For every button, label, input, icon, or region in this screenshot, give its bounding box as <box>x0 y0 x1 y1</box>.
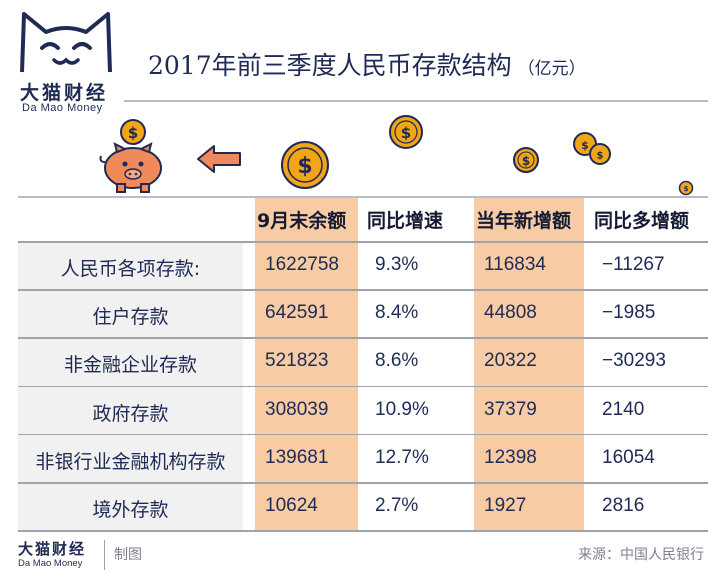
dollar-coin-icon: $ <box>280 140 330 195</box>
highlight-column <box>474 196 584 530</box>
row-label: 政府存款 <box>92 402 169 425</box>
row-label: 住户存款 <box>92 306 169 329</box>
svg-text:$: $ <box>581 139 589 152</box>
table-cell: 16054 <box>602 446 655 468</box>
dollar-coin-icon: $ <box>512 146 540 179</box>
svg-text:$: $ <box>401 124 411 142</box>
table-cell: 9.3% <box>375 254 419 275</box>
title-divider <box>124 100 708 102</box>
table-cell: −1985 <box>602 302 656 324</box>
table-cell: 1622758 <box>265 254 339 275</box>
table-cell: 12.7% <box>375 446 429 468</box>
row-label-background <box>18 435 243 482</box>
svg-text:$: $ <box>684 185 689 193</box>
row-divider <box>18 289 708 291</box>
table-cell: 10624 <box>265 495 318 516</box>
table-cell: −11267 <box>602 254 665 275</box>
table-cell: 2816 <box>602 495 645 516</box>
table-bottom-divider <box>18 530 708 532</box>
svg-text:$: $ <box>597 151 604 162</box>
row-label: 人民币各项存款: <box>60 258 201 280</box>
table-cell: 8.4% <box>375 302 419 324</box>
title-block: 2017年前三季度人民币存款结构 （亿元） <box>148 46 586 82</box>
footer-made-by: 制图 <box>114 547 142 563</box>
table-cell: 521823 <box>265 350 329 372</box>
table-cell: 8.6% <box>375 350 419 372</box>
cat-logo-icon <box>20 12 112 73</box>
piggy-bank-icon: $ <box>95 118 171 199</box>
highlight-column <box>255 196 358 530</box>
column-header: 当年新增额 <box>476 210 572 232</box>
brand-logo: 大猫财经 Da Mao Money <box>10 6 120 116</box>
table-cell: 44808 <box>484 302 537 324</box>
left-arrow-icon <box>196 144 242 179</box>
table-top-divider <box>18 196 708 198</box>
row-label-background <box>18 290 243 338</box>
row-divider <box>18 482 708 484</box>
row-label: 境外存款 <box>92 499 169 521</box>
footer-brand-en: Da Mao Money <box>18 558 83 569</box>
footer-source: 来源：中国人民银行 <box>578 547 704 563</box>
table-cell: 642591 <box>265 302 329 324</box>
column-header: 同比多增额 <box>594 210 690 232</box>
table-cell: 139681 <box>265 446 329 468</box>
dollar-coin-icon: $ <box>388 114 424 155</box>
svg-text:$: $ <box>522 154 530 168</box>
column-header: 同比增速 <box>367 210 444 232</box>
table-cell: 10.9% <box>375 398 429 420</box>
dollar-coin-icon: $ <box>678 180 694 201</box>
row-label: 非银行业金融机构存款 <box>35 450 226 473</box>
row-divider <box>18 337 708 339</box>
table-cell: 37379 <box>484 398 537 420</box>
row-divider <box>18 385 708 388</box>
row-divider <box>18 241 708 243</box>
brand-name-en: Da Mao Money <box>22 102 103 114</box>
row-label: 非金融企业存款 <box>63 354 197 377</box>
table-cell: 116834 <box>484 254 546 275</box>
table-cell: 20322 <box>484 350 537 372</box>
footer-separator <box>104 540 105 570</box>
row-label-background <box>18 242 243 290</box>
table-cell: 1927 <box>484 495 527 516</box>
row-label-background <box>18 387 243 434</box>
table-cell: −30293 <box>602 350 666 372</box>
table-cell: 2140 <box>602 398 645 420</box>
row-label-background <box>18 338 243 386</box>
svg-text:$: $ <box>297 154 312 179</box>
table-cell: 2.7% <box>375 495 419 516</box>
brand-name-cn: 大猫财经 <box>20 82 109 104</box>
footer-brand-cn: 大猫财经 <box>18 540 87 558</box>
table-cell: 12398 <box>484 446 537 468</box>
row-label-background <box>18 483 243 531</box>
svg-text:$: $ <box>128 124 138 142</box>
dollar-coin-icon: $ <box>588 142 612 171</box>
page-title: 2017年前三季度人民币存款结构 <box>148 51 512 80</box>
row-divider <box>18 433 708 436</box>
column-header: 9月末余额 <box>257 210 347 232</box>
table-cell: 308039 <box>265 398 329 420</box>
unit-label: （亿元） <box>517 59 586 79</box>
